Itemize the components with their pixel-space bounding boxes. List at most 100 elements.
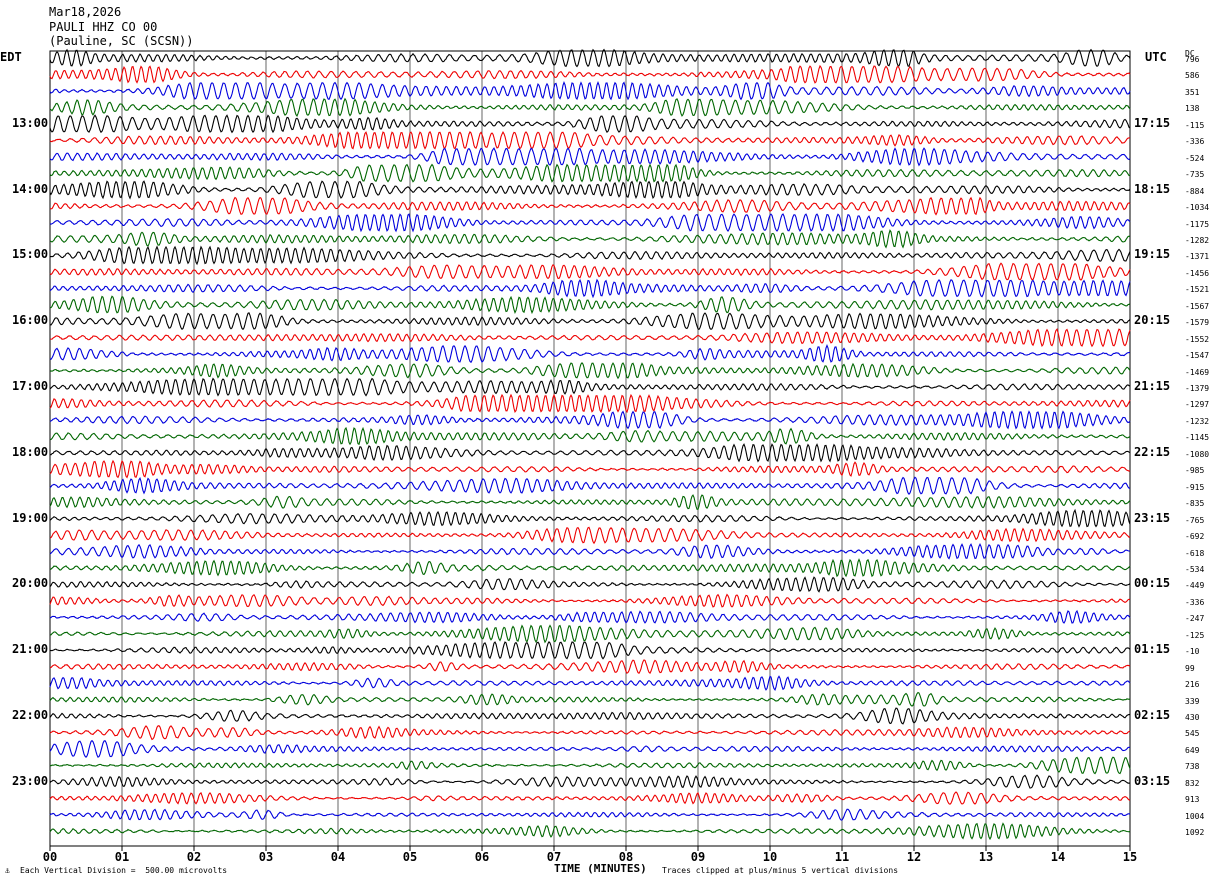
trace-line-44 (49, 756, 1131, 775)
dc-offset-label: 99 (1185, 663, 1195, 673)
clip-note: Traces clipped at plus/minus 5 vertical … (662, 866, 899, 875)
right-time-label: 02:15 (1134, 708, 1171, 722)
left-time-label: 23:00 (12, 773, 49, 788)
dc-offset-label: -10 (1185, 647, 1200, 657)
dc-offset-label: -449 (1185, 581, 1205, 591)
right-time-label: 20:15 (1134, 313, 1171, 328)
dc-offset-label: 351 (1185, 87, 1200, 97)
trace-line-12 (49, 229, 1131, 249)
trace-line-7 (49, 147, 1131, 167)
trace-line-2 (49, 64, 1131, 84)
dc-offset-label: -1547 (1185, 351, 1210, 361)
x-tick-label: 02 (187, 850, 201, 864)
trace-line-1 (49, 48, 1131, 68)
right-time-label: 01:15 (1134, 642, 1171, 657)
trace-line-26 (49, 459, 1131, 479)
trace-line-19 (49, 344, 1131, 364)
dc-offset-label: -618 (1185, 548, 1205, 558)
trace-line-5 (49, 114, 1131, 134)
trace-line-33 (49, 576, 1131, 593)
trace-line-37 (49, 641, 1131, 660)
station-code: PAULI HHZ CO 00 (49, 20, 158, 34)
left-time-label: 19:00 (12, 510, 49, 525)
trace-line-22 (49, 393, 1131, 414)
dc-offset-label: 738 (1185, 762, 1200, 772)
dc-offset-label: -985 (1185, 466, 1205, 476)
x-tick-label: 05 (403, 850, 417, 864)
right-time-label: 00:15 (1134, 576, 1171, 591)
right-time-label: 23:15 (1134, 510, 1171, 525)
left-time-label: 16:00 (12, 313, 49, 328)
trace-line-48 (49, 822, 1131, 841)
dc-offset-label: 138 (1185, 104, 1200, 114)
dc-offset-label: 545 (1185, 729, 1200, 739)
trace-line-27 (49, 476, 1131, 496)
dc-offset-label: -1175 (1185, 219, 1210, 229)
dc-offset-label: -534 (1185, 564, 1205, 574)
trace-line-46 (49, 791, 1131, 805)
left-time-label: 13:00 (12, 115, 49, 130)
x-tick-label: 01 (115, 850, 129, 864)
x-tick-label: 06 (475, 850, 489, 864)
x-tick-label: 03 (259, 850, 273, 864)
dc-offset-header: DC (1185, 49, 1195, 58)
left-time-label: 21:00 (12, 642, 49, 657)
left-time-label: 22:00 (12, 708, 49, 722)
trace-line-45 (49, 774, 1131, 789)
trace-line-47 (49, 808, 1131, 821)
scale-icon: ⚓ (5, 866, 10, 875)
left-time-label: 18:00 (12, 444, 49, 459)
dc-offset-label: -125 (1185, 630, 1205, 640)
trace-line-11 (49, 213, 1131, 233)
dc-offset-label: -1379 (1185, 384, 1210, 393)
x-tick-label: 14 (1051, 850, 1065, 864)
trace-line-6 (49, 130, 1131, 150)
dc-offset-label: -1567 (1185, 301, 1210, 311)
trace-line-35 (49, 609, 1131, 624)
dc-offset-label: -1282 (1185, 235, 1210, 245)
x-tick-label: 09 (691, 850, 705, 864)
dc-offset-label: -1232 (1185, 416, 1210, 426)
x-tick-label: 12 (907, 850, 921, 864)
trace-line-31 (49, 542, 1131, 560)
x-tick-label: 10 (763, 850, 777, 864)
dc-offset-label: 913 (1185, 795, 1200, 805)
plot-frame (49, 50, 1131, 847)
trace-line-9 (49, 180, 1131, 200)
trace-line-10 (49, 196, 1131, 216)
dc-offset-label: 796 (1185, 55, 1200, 64)
dc-offset-label: -1371 (1185, 252, 1210, 262)
dc-offset-label: -336 (1185, 597, 1205, 607)
left-time-label: 15:00 (12, 247, 49, 262)
x-tick-label: 04 (331, 850, 345, 864)
dc-offset-label: 832 (1185, 778, 1200, 788)
right-time-label: 19:15 (1134, 247, 1171, 262)
x-tick-label: 07 (547, 850, 561, 864)
dc-offset-label: -915 (1185, 482, 1205, 492)
left-time-label: 17:00 (12, 379, 49, 393)
dc-offset-label: -692 (1185, 532, 1205, 542)
trace-line-3 (49, 80, 1131, 101)
trace-line-15 (49, 278, 1131, 299)
dc-offset-label: 1004 (1185, 811, 1205, 821)
trace-line-42 (49, 725, 1131, 741)
dc-offset-label: -1469 (1185, 367, 1210, 377)
dc-offset-label: -884 (1185, 186, 1205, 196)
dc-offset-label: 430 (1185, 713, 1200, 722)
right-time-label: 03:15 (1134, 773, 1171, 788)
right-time-label: 17:15 (1134, 115, 1171, 130)
trace-line-32 (49, 558, 1131, 578)
x-tick-label: 08 (619, 850, 633, 864)
dc-offset-label: 649 (1185, 745, 1200, 755)
plot-date: Mar18,2026 (49, 5, 122, 19)
x-tick-label: 15 (1123, 850, 1137, 864)
dc-offset-label: -1456 (1185, 268, 1210, 278)
trace-line-16 (49, 295, 1131, 315)
plot-grid (49, 50, 1131, 847)
right-time-label: 18:15 (1134, 181, 1171, 196)
trace-line-13 (49, 245, 1131, 266)
dc-offset-label: 1092 (1185, 828, 1205, 838)
x-tick-label: 11 (835, 850, 849, 864)
trace-line-41 (49, 707, 1131, 725)
dc-offset-label: 339 (1185, 696, 1200, 706)
